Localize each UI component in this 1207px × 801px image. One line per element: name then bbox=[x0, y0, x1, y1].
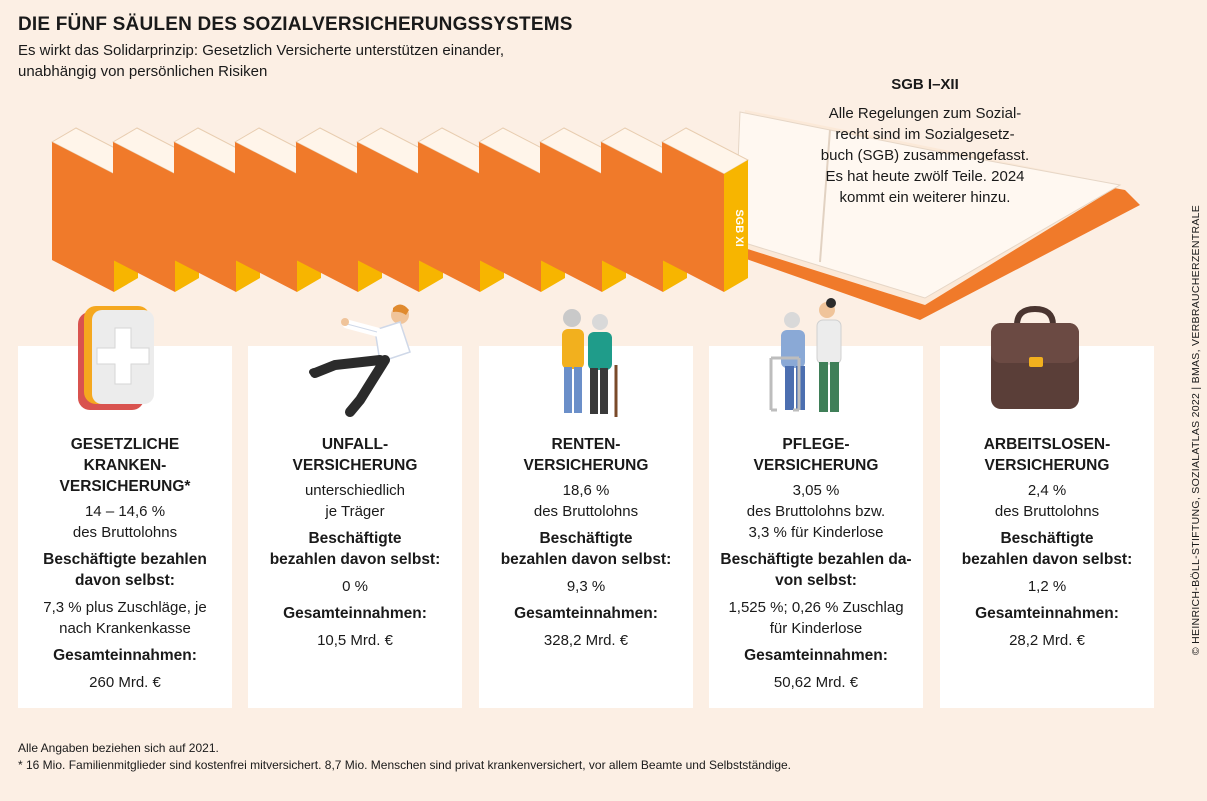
card-name-line: VERSICHERUNG bbox=[984, 457, 1110, 474]
card-name-line: ARBEITSLOSEN- bbox=[983, 436, 1111, 453]
sgb-body-line: buch (SGB) zusammengefasst. bbox=[820, 147, 1030, 164]
sgb-book-label: SGB XI bbox=[733, 209, 745, 246]
card-employee-label: Beschäftigte bezahlen da- von selbst: bbox=[719, 549, 913, 591]
sgb-body-line: recht sind im Sozialgesetz- bbox=[835, 126, 1015, 143]
card-rate-line: des Bruttolohns bbox=[533, 503, 639, 520]
card-label-line: bezahlen davon selbst: bbox=[500, 551, 672, 568]
card-label-line: Beschäftigte bbox=[308, 530, 402, 547]
card-label-line: Beschäftigte bbox=[539, 530, 633, 547]
card-employee-value: 7,3 % plus Zuschläge, je nach Krankenkas… bbox=[28, 597, 222, 639]
card-total-value: 260 Mrd. € bbox=[89, 674, 161, 691]
card-rate-line: des Bruttolohns bzw. bbox=[746, 503, 886, 520]
card-total-label: Gesamteinnahmen: bbox=[283, 605, 427, 622]
card-label-line: davon selbst: bbox=[75, 572, 175, 589]
card-label-line: von selbst: bbox=[775, 572, 857, 589]
page-subtitle: Es wirkt das Solidarprinzip: Gesetzlich … bbox=[18, 40, 578, 82]
card-name-line: UNFALL- bbox=[321, 436, 389, 453]
card-total-label: Gesamteinnahmen: bbox=[53, 647, 197, 664]
card-rate-line: 14 – 14,6 % bbox=[84, 503, 166, 520]
falling-person-icon bbox=[309, 304, 411, 417]
sgb-body: Alle Regelungen zum Sozial- recht sind i… bbox=[800, 103, 1050, 208]
card-value-line: nach Krankenkasse bbox=[59, 620, 191, 637]
card-rate-line: unterschiedlich bbox=[304, 482, 406, 499]
card-employee-label: Beschäftigte bezahlen davon selbst: bbox=[489, 528, 683, 570]
card-label-line: Beschäftigte bezahlen bbox=[43, 551, 207, 568]
subtitle-line: Es wirkt das Solidarprinzip: Gesetzlich … bbox=[18, 42, 505, 59]
card-value-line: 7,3 % plus Zuschläge, je bbox=[43, 599, 207, 616]
card-rate: 3,05 % des Bruttolohns bzw. 3,3 % für Ki… bbox=[719, 480, 913, 543]
credit-line: © HEINRICH-BÖLL-STIFTUNG, SOZIALATLAS 20… bbox=[1190, 204, 1202, 656]
card-total-value: 28,2 Mrd. € bbox=[1009, 632, 1085, 649]
footer-footnote: * 16 Mio. Familienmitglieder sind kosten… bbox=[18, 758, 792, 772]
card-name-line: VERSICHERUNG bbox=[523, 457, 649, 474]
card-rate-line: des Bruttolohns bbox=[72, 524, 178, 541]
card-total-label: Gesamteinnahmen: bbox=[514, 605, 658, 622]
card-employee-label: Beschäftigte bezahlen davon selbst: bbox=[28, 549, 222, 591]
card-name: RENTEN- VERSICHERUNG bbox=[489, 434, 683, 476]
card-label-line: bezahlen davon selbst: bbox=[269, 551, 441, 568]
card-value-line: 1,2 % bbox=[1027, 578, 1067, 595]
card-rate-line: je Träger bbox=[325, 503, 385, 520]
card-rate: 18,6 % des Bruttolohns bbox=[489, 480, 683, 522]
card-name-line: VERSICHERUNG bbox=[292, 457, 418, 474]
sgb-heading: SGB I–XII bbox=[891, 76, 959, 93]
card-label-line: bezahlen davon selbst: bbox=[961, 551, 1133, 568]
card-value-line: 1,525 %; 0,26 % Zuschlag bbox=[728, 599, 904, 616]
card-employee-value: 1,525 %; 0,26 % Zuschlag für Kinderlose bbox=[719, 597, 913, 639]
subtitle-line: unabhängig von persönlichen Risiken bbox=[18, 63, 268, 80]
card-name: UNFALL- VERSICHERUNG bbox=[258, 434, 452, 476]
card-rate: 2,4 % des Bruttolohns bbox=[950, 480, 1144, 522]
card-name-line: GESETZLICHE bbox=[70, 436, 180, 453]
card-employee-label: Beschäftigte bezahlen davon selbst: bbox=[258, 528, 452, 570]
card-rate-line: 3,05 % bbox=[792, 482, 840, 499]
card-name: PFLEGE- VERSICHERUNG bbox=[719, 434, 913, 476]
sgb-note: SGB I–XII Alle Regelungen zum Sozial- re… bbox=[800, 74, 1050, 208]
card-rate: unterschiedlich je Träger bbox=[258, 480, 452, 522]
sgb-body-line: Es hat heute zwölf Teile. 2024 bbox=[825, 168, 1025, 185]
card-total-value: 50,62 Mrd. € bbox=[773, 674, 859, 691]
open-book-icon bbox=[734, 110, 1140, 320]
sgb-book: SGB XI bbox=[660, 127, 750, 292]
card-name-line: PFLEGE- bbox=[782, 436, 850, 453]
sgb-body-line: Alle Regelungen zum Sozial- bbox=[828, 105, 1022, 122]
card-rate: 14 – 14,6 % des Bruttolohns bbox=[28, 501, 222, 543]
card-label-line: Beschäftigte bezahlen da- bbox=[720, 551, 912, 568]
card-employee-value: 9,3 % bbox=[489, 576, 683, 597]
card-name-line: KRANKEN- bbox=[83, 457, 167, 474]
sgb-body-line: kommt ein weiterer hinzu. bbox=[839, 189, 1011, 206]
card-rate-line: 2,4 % bbox=[1027, 482, 1067, 499]
card-care-insurance: PFLEGE- VERSICHERUNG 3,05 % des Bruttolo… bbox=[709, 346, 923, 708]
card-rate-line: 3,3 % für Kinderlose bbox=[748, 524, 884, 541]
card-employee-label: Beschäftigte bezahlen davon selbst: bbox=[950, 528, 1144, 570]
card-total-value: 10,5 Mrd. € bbox=[317, 632, 393, 649]
card-value-line: 9,3 % bbox=[566, 578, 606, 595]
card-total-value: 328,2 Mrd. € bbox=[543, 632, 629, 649]
footer: Alle Angaben beziehen sich auf 2021. * 1… bbox=[18, 740, 791, 774]
elderly-couple-icon bbox=[562, 309, 618, 417]
card-total-label: Gesamteinnahmen: bbox=[975, 605, 1119, 622]
card-employee-value: 0 % bbox=[258, 576, 452, 597]
card-total-label: Gesamteinnahmen: bbox=[744, 647, 888, 664]
caregiver-walker-icon bbox=[769, 298, 842, 412]
briefcase-icon bbox=[991, 305, 1079, 409]
card-rate-line: 18,6 % bbox=[562, 482, 610, 499]
card-name: ARBEITSLOSEN- VERSICHERUNG bbox=[950, 434, 1144, 476]
card-rate-line: des Bruttolohns bbox=[994, 503, 1100, 520]
card-value-line: 0 % bbox=[342, 578, 368, 595]
card-name-line: RENTEN- bbox=[551, 436, 621, 453]
card-name-line: VERSICHERUNG* bbox=[59, 478, 191, 495]
footer-note: Alle Angaben beziehen sich auf 2021. bbox=[18, 741, 219, 755]
page-title: DIE FÜNF SÄULEN DES SOZIALVERSICHERUNGSS… bbox=[18, 14, 573, 35]
card-pension-insurance: RENTEN- VERSICHERUNG 18,6 % des Bruttolo… bbox=[479, 346, 693, 708]
card-name-line: VERSICHERUNG bbox=[753, 457, 879, 474]
card-label-line: Beschäftigte bbox=[1000, 530, 1094, 547]
card-employee-value: 1,2 % bbox=[950, 576, 1144, 597]
health-cross-icon bbox=[78, 306, 154, 410]
card-value-line: für Kinderlose bbox=[769, 620, 863, 637]
card-name: GESETZLICHE KRANKEN- VERSICHERUNG* bbox=[28, 434, 222, 497]
